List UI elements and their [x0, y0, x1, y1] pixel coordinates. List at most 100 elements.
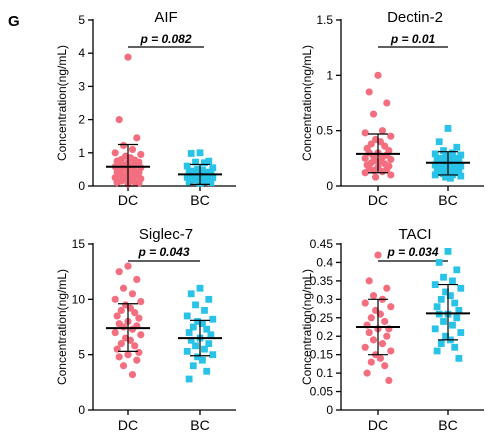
data-point-dc	[387, 303, 395, 311]
data-point-dc	[115, 353, 123, 361]
data-point-bc	[196, 149, 204, 157]
data-point-bc	[437, 295, 445, 303]
data-point-dc	[119, 323, 128, 331]
y-tick-label: 0.2	[316, 329, 333, 343]
y-tick-label: 4	[78, 46, 85, 60]
data-point-bc	[453, 169, 461, 177]
data-point-dc	[117, 306, 125, 314]
y-tick-label: 0.05	[310, 385, 334, 399]
data-point-bc	[442, 162, 449, 170]
data-point-bc	[185, 329, 193, 336]
data-point-dc	[124, 351, 132, 359]
y-tick-label: 15	[72, 237, 86, 251]
y-tick-label: 0	[78, 403, 85, 417]
data-point-dc	[111, 328, 119, 337]
data-point-dc	[369, 336, 378, 344]
data-point-dc	[133, 134, 141, 142]
y-tick-label: 0.45	[310, 237, 334, 251]
data-point-bc	[447, 174, 454, 182]
data-point-bc	[457, 284, 465, 292]
data-point-bc	[435, 138, 443, 146]
data-point-dc	[128, 325, 137, 333]
chart-title: TACI	[398, 226, 431, 243]
y-tick-label: 0.3	[316, 292, 333, 306]
chart-2: Dectin-2 p = 0.01 0 0.5 1 1.5 Concentration(ng…	[300, 9, 484, 208]
chart-title: Dectin-2	[387, 9, 443, 26]
data-point-dc	[381, 317, 389, 326]
y-tick-label: 0.1	[316, 366, 333, 380]
p-value-label: p = 0.082	[139, 32, 191, 46]
chart-title: AIF	[154, 9, 177, 26]
data-point-bc	[189, 176, 197, 184]
data-point-bc	[196, 284, 204, 292]
data-point-dc	[119, 284, 128, 292]
data-point-bc	[189, 362, 197, 370]
data-point-bc	[203, 177, 211, 185]
data-point-dc	[376, 354, 384, 362]
data-point-bc	[444, 125, 452, 132]
data-point-dc	[128, 370, 137, 379]
data-point-dc	[378, 127, 387, 135]
data-point-dc	[128, 145, 137, 154]
category-label-bc: BC	[438, 192, 457, 208]
data-point-dc	[135, 314, 143, 322]
data-point-bc	[435, 169, 443, 177]
data-point-bc	[447, 163, 454, 171]
p-value-label: p = 0.034	[386, 245, 438, 259]
data-point-bc	[442, 152, 449, 160]
data-point-bc	[442, 173, 449, 181]
data-point-bc	[207, 331, 215, 339]
panels: AIF p = 0.082 0 1 2 3 4 5 Concentration(ng/mL) DC…	[55, 9, 484, 433]
data-point-dc	[372, 173, 380, 181]
y-axis-label: Concentration(ng/mL)	[55, 45, 69, 161]
data-point-dc	[369, 292, 378, 300]
data-point-bc	[431, 325, 439, 333]
data-point-bc	[201, 345, 208, 353]
data-point-dc	[387, 171, 395, 179]
chart-1: AIF p = 0.082 0 1 2 3 4 5 Concentration(ng/mL) DC…	[55, 9, 236, 208]
data-point-bc	[437, 164, 445, 172]
y-tick-label: 10	[72, 292, 86, 306]
y-tick-label: 0.35	[310, 274, 334, 288]
data-point-dc	[115, 116, 123, 124]
data-point-bc	[440, 147, 447, 154]
data-point-bc	[194, 175, 201, 183]
data-point-dc	[137, 297, 145, 306]
data-point-dc	[378, 340, 387, 348]
data-point-dc	[378, 168, 387, 176]
y-tick-label: 0.15	[310, 348, 334, 362]
data-point-dc	[367, 314, 375, 322]
data-point-dc	[124, 53, 132, 61]
data-point-dc	[137, 150, 145, 159]
y-tick-label: 5	[78, 348, 85, 362]
data-point-dc	[361, 169, 369, 177]
data-point-dc	[365, 88, 373, 96]
data-point-dc	[387, 155, 395, 164]
y-tick-label: 0	[78, 179, 85, 193]
data-point-bc	[199, 356, 206, 364]
data-point-bc	[183, 347, 191, 355]
data-point-bc	[442, 288, 449, 296]
data-point-bc	[183, 162, 191, 170]
data-point-bc	[447, 292, 454, 300]
data-point-bc	[185, 375, 193, 383]
data-point-bc	[453, 314, 461, 322]
chart-4: TACI p = 0.034 0 0.05 0.1 0.15 0.2 0.25 0.3 0.35 0…	[300, 226, 484, 433]
data-point-bc	[453, 143, 461, 151]
data-point-bc	[453, 266, 461, 274]
y-axis-label: Concentration(ng/mL)	[55, 269, 69, 385]
data-point-bc	[209, 315, 217, 323]
y-tick-label: 0.5	[316, 124, 333, 138]
category-label-dc: DC	[118, 417, 138, 433]
data-point-dc	[128, 290, 137, 298]
panel-letter: G	[8, 13, 20, 30]
data-point-bc	[203, 325, 211, 333]
data-point-bc	[451, 154, 459, 162]
data-point-bc	[433, 303, 441, 311]
data-point-bc	[455, 307, 463, 314]
chart-3: Siglec-7 p = 0.043 0 5 10 15 Concentration(ng/…	[55, 226, 236, 433]
y-tick-label: 0	[326, 403, 333, 417]
data-point-bc	[209, 351, 217, 359]
data-point-bc	[431, 150, 439, 158]
data-point-bc	[201, 307, 208, 314]
